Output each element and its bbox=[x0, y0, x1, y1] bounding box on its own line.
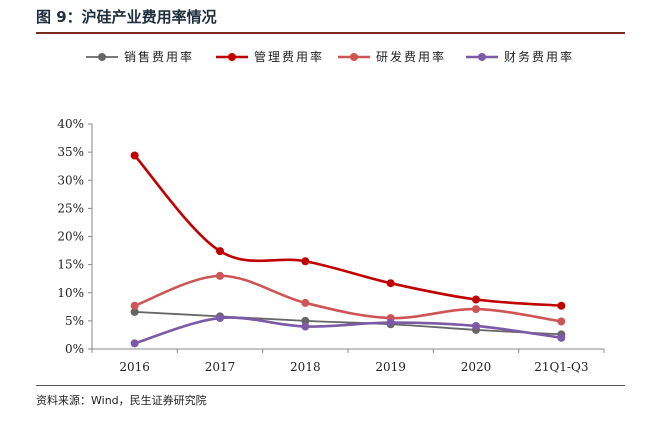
chart-axes: 0% 5% 10% 15% 20% 25% 30% 35% 40% 2016 2017 2018 201… bbox=[57, 117, 605, 374]
footer-divider bbox=[36, 385, 625, 386]
series-line bbox=[134, 310, 562, 336]
data-point bbox=[386, 279, 395, 288]
y-tick-label: 40% bbox=[57, 117, 84, 131]
series-line bbox=[134, 274, 562, 323]
x-tick-label: 2018 bbox=[290, 360, 321, 374]
series-line bbox=[134, 316, 562, 345]
y-tick-label: 25% bbox=[57, 201, 84, 215]
data-point bbox=[472, 295, 480, 304]
x-tick-label: 21Q1-Q3 bbox=[534, 360, 588, 374]
data-point bbox=[216, 314, 224, 323]
series-3 bbox=[130, 271, 566, 326]
data-point bbox=[301, 316, 310, 325]
chart-legend: 销售费用率 管理费用率 研发费用率 财务费用率 bbox=[86, 49, 574, 64]
data-point bbox=[557, 301, 566, 310]
legend-swatch-marker bbox=[350, 53, 358, 61]
y-tick-label: 20% bbox=[57, 230, 84, 244]
legend-swatch-marker bbox=[228, 53, 236, 61]
legend-label: 销售费用率 bbox=[124, 49, 194, 64]
data-point bbox=[130, 151, 139, 160]
x-tick-label: 2019 bbox=[375, 360, 406, 374]
data-point bbox=[301, 298, 310, 307]
x-tick-label: 2016 bbox=[119, 360, 150, 374]
series-line bbox=[133, 154, 562, 307]
data-point bbox=[472, 321, 480, 330]
legend-label: 管理费用率 bbox=[254, 49, 324, 64]
data-point bbox=[130, 339, 139, 348]
data-point bbox=[130, 307, 139, 316]
y-tick-label: 15% bbox=[57, 258, 84, 272]
data-point bbox=[386, 318, 395, 327]
legend-label: 研发费用率 bbox=[376, 49, 446, 64]
data-point bbox=[472, 305, 480, 314]
data-point bbox=[301, 257, 310, 266]
series-2 bbox=[130, 151, 566, 310]
x-tick-label: 2017 bbox=[205, 360, 236, 374]
chart-series bbox=[130, 151, 566, 348]
figure-title: 图 9：沪硅产业费用率情况 bbox=[36, 8, 217, 26]
data-point bbox=[557, 317, 566, 326]
data-point bbox=[301, 322, 310, 331]
x-tick-label: 2020 bbox=[461, 360, 492, 374]
data-point bbox=[130, 301, 139, 310]
y-tick-label: 30% bbox=[57, 173, 84, 187]
y-tick-label: 0% bbox=[65, 342, 84, 356]
series-4 bbox=[130, 314, 566, 348]
legend-swatch-marker bbox=[98, 53, 106, 61]
source-note: 资料来源：Wind，民生证券研究院 bbox=[36, 394, 207, 407]
y-tick-label: 35% bbox=[57, 145, 84, 159]
legend-label: 财务费用率 bbox=[504, 49, 574, 64]
data-point bbox=[216, 247, 224, 256]
y-tick-label: 10% bbox=[57, 286, 84, 300]
legend-swatch-marker bbox=[478, 53, 486, 61]
title-divider bbox=[36, 32, 625, 34]
y-tick-label: 5% bbox=[65, 314, 84, 328]
data-point bbox=[216, 271, 224, 280]
data-point bbox=[557, 333, 566, 342]
